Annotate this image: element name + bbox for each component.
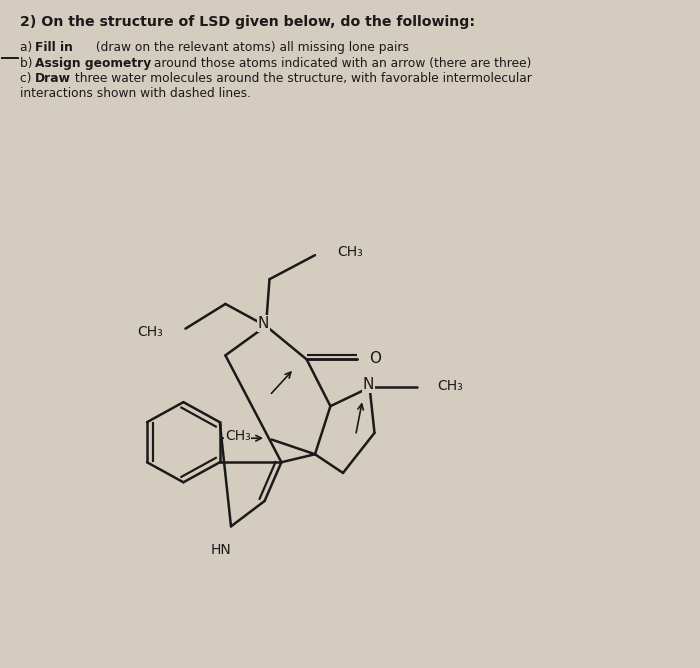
Text: Fill in: Fill in <box>35 41 73 54</box>
Text: (draw on the relevant atoms) all missing lone pairs: (draw on the relevant atoms) all missing… <box>92 41 410 54</box>
Text: HN: HN <box>210 543 231 557</box>
Text: O: O <box>370 351 382 365</box>
Text: CH₃: CH₃ <box>337 245 363 259</box>
Text: b): b) <box>20 57 36 69</box>
Text: N: N <box>363 377 374 392</box>
Text: 2) On the structure of LSD given below, do the following:: 2) On the structure of LSD given below, … <box>20 15 475 29</box>
Text: CH₃: CH₃ <box>137 325 163 339</box>
Text: a): a) <box>20 41 36 54</box>
Text: Draw: Draw <box>35 72 71 85</box>
Text: three water molecules around the structure, with favorable intermolecular: three water molecules around the structu… <box>71 72 532 85</box>
Text: Assign geometry: Assign geometry <box>35 57 151 69</box>
Text: around those atoms indicated with an arrow (there are three): around those atoms indicated with an arr… <box>150 57 532 69</box>
Text: CH₃: CH₃ <box>225 430 251 443</box>
Text: interactions shown with dashed lines.: interactions shown with dashed lines. <box>20 87 251 100</box>
Text: N: N <box>258 316 269 331</box>
Text: CH₃: CH₃ <box>438 379 463 393</box>
Text: c): c) <box>20 72 35 85</box>
